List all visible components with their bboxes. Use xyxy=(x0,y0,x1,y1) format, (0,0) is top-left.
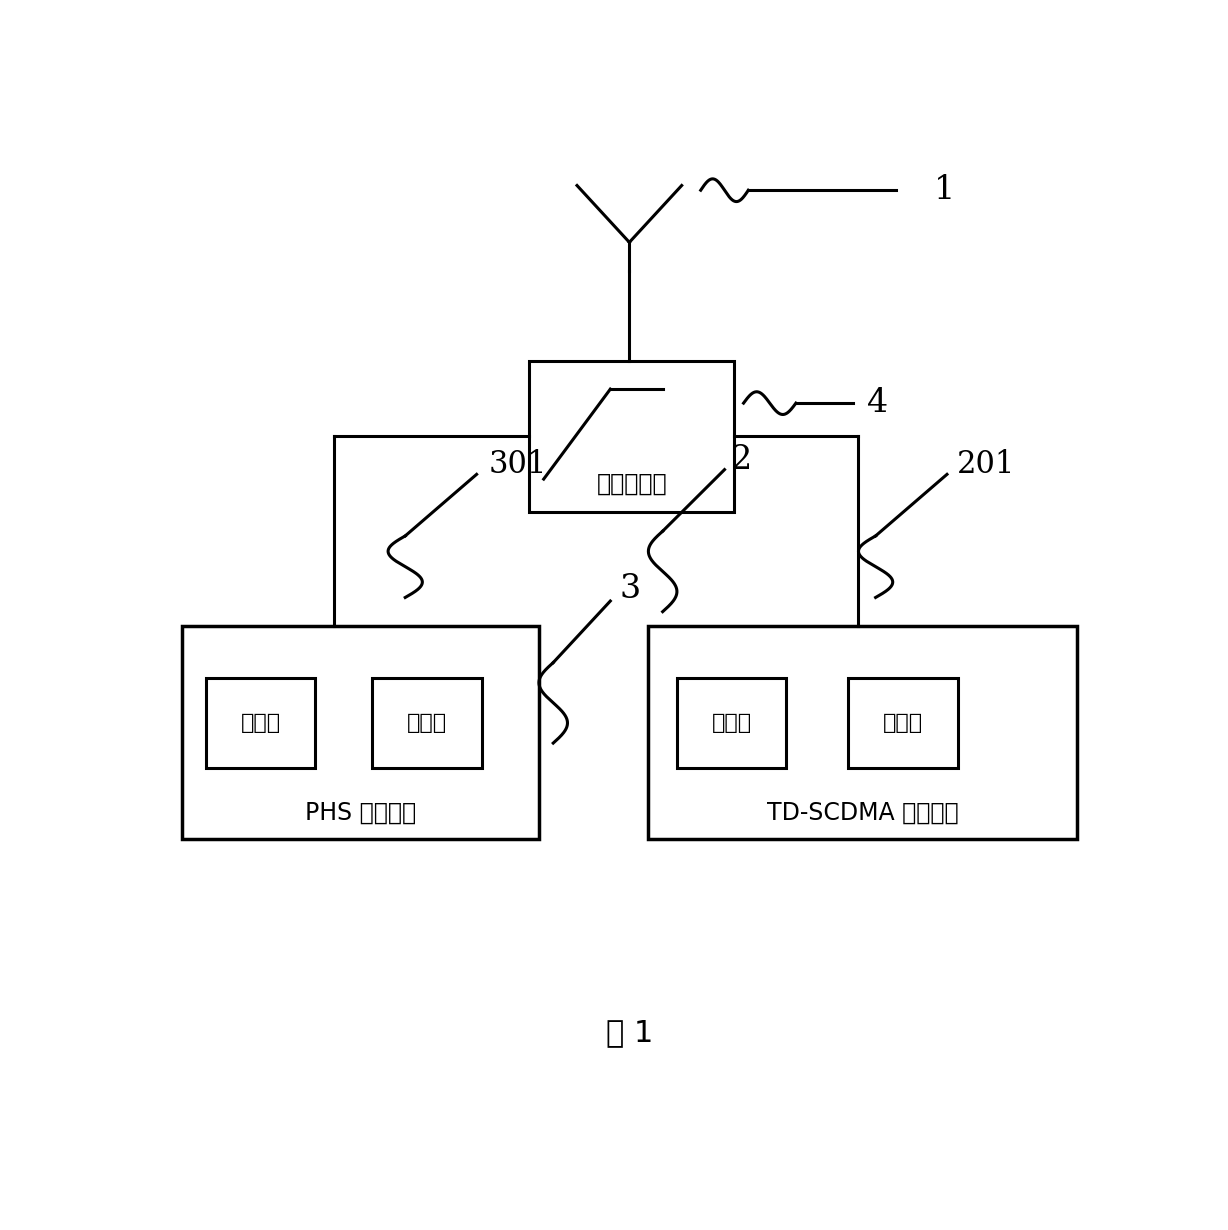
Text: PHS 射频模块: PHS 射频模块 xyxy=(305,801,416,824)
Text: 图 1: 图 1 xyxy=(605,1018,653,1048)
Text: 高通滤波器: 高通滤波器 xyxy=(597,472,667,496)
Bar xyxy=(648,626,1077,839)
Text: 接收机: 接收机 xyxy=(406,713,447,733)
Bar xyxy=(529,360,734,512)
Bar xyxy=(677,678,786,768)
Text: 3: 3 xyxy=(620,573,641,605)
Text: 1: 1 xyxy=(935,175,955,207)
Text: 发射机: 发射机 xyxy=(241,713,281,733)
Text: 301: 301 xyxy=(489,449,548,481)
Text: TD-SCDMA 射频模块: TD-SCDMA 射频模块 xyxy=(766,801,958,824)
Text: 201: 201 xyxy=(957,449,1014,481)
Bar xyxy=(182,626,539,839)
Text: 2: 2 xyxy=(731,444,753,476)
Text: 4: 4 xyxy=(867,387,888,419)
Bar xyxy=(372,678,481,768)
Text: 发射机: 发射机 xyxy=(711,713,752,733)
Bar xyxy=(206,678,316,768)
Text: 接收机: 接收机 xyxy=(883,713,923,733)
Bar xyxy=(849,678,958,768)
